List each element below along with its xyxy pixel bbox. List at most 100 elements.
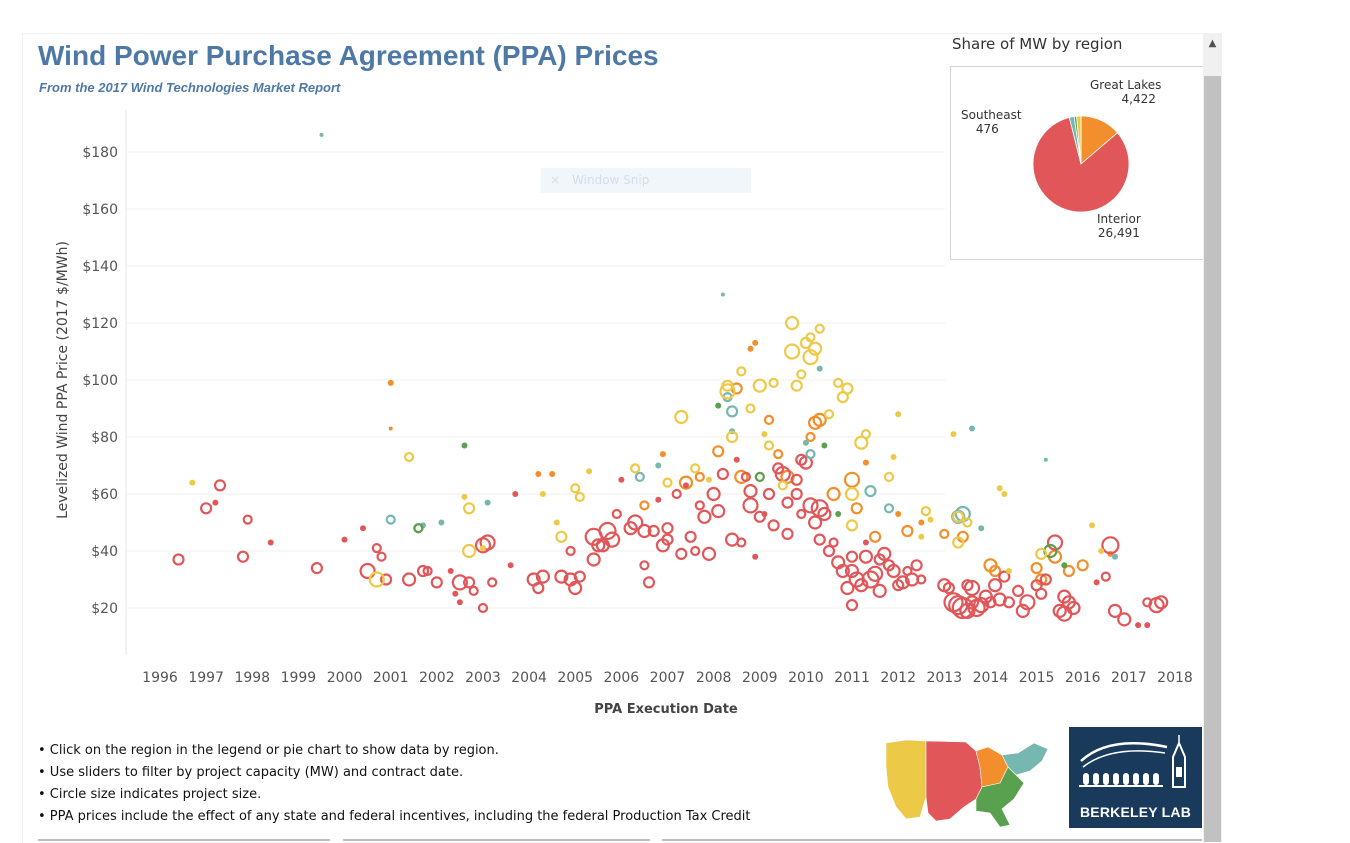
data-point-interior[interactable]: [507, 562, 514, 569]
data-point-great-lakes[interactable]: [988, 564, 1002, 578]
data-point-interior[interactable]: [781, 527, 794, 541]
data-point-great-lakes[interactable]: [549, 471, 556, 477]
data-point-interior[interactable]: [655, 496, 662, 503]
data-point-interior[interactable]: [694, 500, 705, 511]
data-point-great-lakes[interactable]: [763, 414, 775, 425]
data-point-interior[interactable]: [661, 522, 674, 535]
data-point-interior[interactable]: [752, 553, 759, 560]
data-point-northeast[interactable]: [978, 525, 985, 532]
data-point-interior[interactable]: [568, 580, 583, 596]
data-point-interior[interactable]: [822, 544, 836, 558]
data-point-southeast[interactable]: [890, 454, 897, 460]
data-point-interior[interactable]: [647, 524, 660, 538]
pie-label-interior[interactable]: Interior 26,491: [1097, 212, 1141, 240]
data-point-interior[interactable]: [371, 542, 382, 554]
data-point-interior[interactable]: [416, 564, 430, 578]
data-point-southeast[interactable]: [706, 476, 712, 483]
data-point-southeast[interactable]: [555, 530, 568, 543]
data-point-southeast[interactable]: [952, 536, 965, 549]
data-point-interior[interactable]: [1011, 584, 1025, 598]
data-point-interior[interactable]: [866, 565, 884, 582]
data-point-interior[interactable]: [1002, 596, 1016, 609]
data-point-interior[interactable]: [1035, 587, 1048, 600]
data-point-southeast[interactable]: [539, 491, 546, 497]
data-point-west[interactable]: [821, 442, 828, 449]
data-point-interior[interactable]: [512, 491, 519, 497]
data-point-west[interactable]: [754, 471, 765, 482]
data-point-interior[interactable]: [452, 590, 459, 597]
data-point-southeast[interactable]: [918, 533, 925, 540]
data-point-southeast[interactable]: [962, 517, 973, 528]
data-point-interior[interactable]: [790, 487, 803, 501]
data-point-interior[interactable]: [1135, 622, 1142, 629]
data-point-interior[interactable]: [430, 576, 443, 589]
data-point-southeast[interactable]: [950, 431, 957, 438]
data-point-interior[interactable]: [535, 569, 551, 584]
data-point-interior[interactable]: [212, 499, 219, 506]
data-point-interior[interactable]: [1117, 612, 1132, 627]
data-point-interior[interactable]: [762, 487, 776, 501]
data-point-interior[interactable]: [618, 476, 625, 483]
data-point-southeast[interactable]: [833, 377, 844, 388]
data-point-interior[interactable]: [1039, 573, 1052, 586]
data-point-southeast[interactable]: [690, 463, 701, 474]
data-point-southeast[interactable]: [461, 493, 468, 500]
data-point-interior[interactable]: [661, 533, 674, 546]
data-point-interior[interactable]: [916, 574, 927, 585]
data-point-interior[interactable]: [858, 549, 874, 564]
data-point-great-lakes[interactable]: [805, 431, 816, 443]
data-point-interior[interactable]: [1093, 579, 1100, 586]
data-point-southeast[interactable]: [883, 471, 895, 482]
data-point-southeast[interactable]: [763, 440, 775, 451]
data-point-interior[interactable]: [798, 455, 814, 470]
data-point-southeast[interactable]: [895, 411, 902, 418]
data-point-interior[interactable]: [740, 471, 752, 482]
data-point-interior[interactable]: [341, 536, 348, 543]
data-point-interior[interactable]: [376, 551, 387, 562]
data-point-interior[interactable]: [796, 508, 807, 520]
data-point-southeast[interactable]: [570, 483, 581, 494]
data-point-interior[interactable]: [422, 565, 433, 577]
data-point-interior[interactable]: [598, 521, 617, 541]
data-point-interior[interactable]: [736, 537, 747, 548]
data-point-southeast[interactable]: [784, 315, 800, 331]
data-point-southeast[interactable]: [553, 519, 560, 526]
data-point-interior[interactable]: [987, 578, 1003, 593]
data-point-northeast[interactable]: [864, 485, 877, 498]
pie-slice-interior[interactable]: [1032, 116, 1130, 213]
data-point-interior[interactable]: [236, 550, 250, 563]
data-point-interior[interactable]: [701, 546, 717, 562]
data-point-interior[interactable]: [359, 562, 376, 580]
data-point-great-lakes[interactable]: [901, 524, 914, 538]
data-point-interior[interactable]: [451, 574, 468, 591]
data-point-southeast[interactable]: [574, 491, 585, 502]
data-point-interior[interactable]: [998, 570, 1011, 583]
data-point-interior[interactable]: [642, 576, 656, 589]
data-point-interior[interactable]: [862, 539, 869, 546]
data-point-southeast[interactable]: [1005, 568, 1012, 574]
data-point-interior[interactable]: [807, 515, 823, 530]
data-point-interior[interactable]: [1144, 622, 1151, 629]
data-point-northeast[interactable]: [816, 365, 823, 372]
data-point-southeast[interactable]: [845, 519, 859, 532]
data-point-interior[interactable]: [468, 585, 479, 597]
data-point-southeast[interactable]: [1089, 522, 1095, 529]
data-point-interior[interactable]: [456, 599, 463, 606]
data-point-great-lakes[interactable]: [388, 426, 393, 431]
data-point-interior[interactable]: [1046, 534, 1064, 551]
data-point-interior[interactable]: [684, 530, 697, 543]
data-point-great-lakes[interactable]: [826, 486, 841, 502]
data-point-interior[interactable]: [623, 521, 638, 536]
data-point-great-lakes[interactable]: [752, 339, 759, 346]
data-point-interior[interactable]: [813, 533, 826, 546]
data-point-interior[interactable]: [1019, 594, 1036, 611]
data-point-northeast[interactable]: [634, 471, 645, 482]
data-point-interior[interactable]: [840, 580, 855, 596]
data-point-southeast[interactable]: [630, 463, 641, 474]
data-point-great-lakes[interactable]: [773, 449, 784, 460]
data-point-northeast[interactable]: [319, 132, 324, 137]
data-point-southeast[interactable]: [783, 343, 801, 360]
data-point-southeast[interactable]: [996, 485, 1003, 492]
pie-slice-southeast[interactable]: [1076, 115, 1082, 165]
us-region-map[interactable]: [884, 737, 1054, 829]
